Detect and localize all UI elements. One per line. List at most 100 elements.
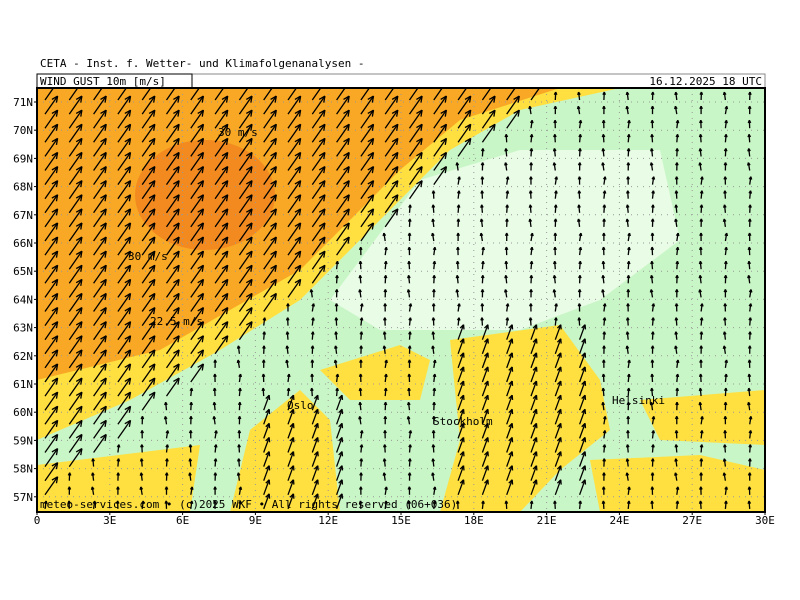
wind-arrow-head [100,307,107,312]
wind-arrow-head [530,303,533,307]
wind-arrow-head [440,109,447,115]
wind-arrow-head [221,194,229,199]
wind-arrow-head [578,176,582,180]
wind-arrow [311,394,319,411]
lon-label: 0 [34,514,41,527]
wind-arrow-head [602,289,605,293]
wind-arrow-head [343,109,350,115]
wind-arrow-head [100,335,107,340]
wind-arrow [530,338,538,355]
wind-arrow [141,293,156,312]
wind-arrow-head [100,278,107,284]
wind-arrow [263,423,270,439]
wind-arrow [263,236,277,256]
wind-arrow-head [396,95,399,103]
lon-label: 30E [755,514,775,527]
wind-arrow-head [104,377,107,385]
wind-arrow-head [153,265,156,272]
wind-arrow-head [214,373,217,377]
wind-arrow-head [225,95,229,103]
wind-arrow [263,465,270,481]
wind-arrow [530,380,538,397]
wind-arrow-head [75,433,83,439]
wind-arrow-head [225,222,229,230]
wind-arrow-head [55,377,59,385]
wind-arrow-head [312,331,315,335]
wind-arrow-head [294,166,301,171]
wind-arrow [335,423,343,439]
wind-arrow-head [245,123,253,129]
wind-arrow [44,377,59,397]
wind-arrow-head [128,138,132,145]
wind-arrow-head [434,359,437,364]
wind-arrow [578,451,586,467]
wind-arrow [530,324,538,340]
wind-arrow-head [221,335,229,340]
wind-arrow-head [723,218,727,222]
wind-arrow-head [700,458,704,462]
wind-arrow-head [288,387,291,392]
wind-arrow [457,109,472,129]
wind-arrow-head [100,321,107,326]
wind-arrow [141,391,156,411]
wind-arrow-head [700,331,704,335]
wind-arrow-head [197,307,204,312]
wind-arrow-head [553,162,557,166]
wind-arrow [68,448,83,467]
wind-arrow-head [458,190,461,194]
wind-arrow-head [749,91,752,96]
wind-arrow [530,465,538,481]
wind-arrow-head [457,246,460,251]
wind-arrow [263,95,277,115]
wind-arrow-head [675,458,678,462]
wind-arrow [214,321,229,341]
wind-arrow-head [153,307,156,315]
wind-arrow-head [458,176,461,180]
wind-arrow-head [465,82,471,85]
wind-arrow-head [676,134,680,138]
wind-arrow-head [724,444,727,448]
wind-arrow-head [343,166,350,171]
wind-arrow-head [458,303,461,307]
wind-arrow [457,423,465,439]
wind-arrow-head [505,134,509,138]
wind-arrow-head [359,260,363,265]
wind-arrow-head [627,162,631,166]
wind-arrow-head [250,236,253,244]
wind-arrow-head [221,278,229,284]
wind-arrow-head [371,222,375,230]
wind-arrow-head [225,166,229,174]
wind-arrow [214,279,229,298]
wind-arrow [263,493,270,510]
wind-arrow-head [699,134,703,138]
wind-arrow [433,95,447,115]
wind-arrow [214,123,229,143]
wind-arrow [190,279,204,298]
wind-arrow-head [361,303,364,307]
wind-arrow-head [440,95,447,100]
wind-arrow-head [724,430,727,434]
wind-arrow-head [480,218,484,222]
wind-arrow-head [173,208,180,213]
wind-arrow-head [675,430,679,434]
wind-arrow-head [100,208,107,213]
wind-arrow-head [311,373,314,377]
wind-arrow-head [391,137,399,143]
wind-arrow-head [723,458,727,462]
wind-arrow-head [748,486,752,490]
wind-arrow-head [529,105,532,110]
wind-arrow [263,123,277,143]
wind-arrow-head [55,293,59,301]
wind-arrow [457,479,465,496]
wind-arrow-head [201,124,205,131]
wind-arrow-head [55,166,59,174]
lon-label: 18E [464,514,484,527]
wind-arrow-head [177,363,180,371]
wind-arrow [384,180,399,200]
wind-arrow-head [201,307,205,315]
wind-arrow-head [360,458,364,462]
wind-arrow-head [51,222,58,227]
wind-arrow-head [128,363,132,371]
wind-arrow-head [173,250,180,256]
wind-arrow-head [274,152,277,160]
